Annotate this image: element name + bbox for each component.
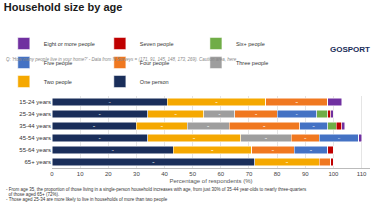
svg-text:40: 40 xyxy=(161,171,168,177)
svg-text:GOSPORT: GOSPORT xyxy=(330,45,370,54)
svg-text:25-34 years: 25-34 years xyxy=(19,111,51,117)
svg-text:Two people: Two people xyxy=(44,79,72,85)
svg-text:80: 80 xyxy=(274,171,281,177)
svg-text:60: 60 xyxy=(218,171,225,177)
svg-text:15-24 years: 15-24 years xyxy=(19,99,51,105)
svg-text:43: 43 xyxy=(111,149,113,151)
svg-text:34: 34 xyxy=(99,137,101,139)
svg-text:Household size by age: Household size by age xyxy=(4,1,123,13)
svg-text:28: 28 xyxy=(211,149,213,151)
svg-text:Eight or more people: Eight or more people xyxy=(44,41,95,47)
svg-text:11: 11 xyxy=(218,113,220,115)
svg-text:55-64 years: 55-64 years xyxy=(19,147,51,153)
svg-text:70: 70 xyxy=(246,171,253,177)
svg-text:Q: 'How many people live in yo: Q: 'How many people live in your home?' … xyxy=(6,57,237,62)
svg-text:34: 34 xyxy=(99,113,101,115)
svg-text:30: 30 xyxy=(133,171,140,177)
svg-text:Percentage of respondents (%): Percentage of respondents (%) xyxy=(169,178,252,184)
svg-text:110: 110 xyxy=(357,171,367,177)
svg-text:- Those aged 25-34 are more li: - Those aged 25-34 are more likely to li… xyxy=(6,197,168,202)
svg-text:45-54 years: 45-54 years xyxy=(19,135,51,141)
svg-text:23: 23 xyxy=(286,161,288,163)
svg-text:30: 30 xyxy=(93,125,95,127)
svg-text:of those aged 65+ (72%).: of those aged 65+ (72%). xyxy=(6,192,59,197)
svg-text:41: 41 xyxy=(109,101,111,103)
svg-text:20: 20 xyxy=(105,171,112,177)
svg-text:10: 10 xyxy=(304,137,306,139)
svg-text:10: 10 xyxy=(77,171,84,177)
svg-text:One person: One person xyxy=(140,79,169,85)
svg-text:Three people: Three people xyxy=(236,60,268,66)
svg-text:15: 15 xyxy=(272,149,274,151)
svg-text:100: 100 xyxy=(328,171,339,177)
svg-text:15: 15 xyxy=(207,125,209,127)
svg-text:18: 18 xyxy=(265,137,267,139)
svg-text:25: 25 xyxy=(263,125,265,127)
svg-text:12: 12 xyxy=(310,149,312,151)
svg-text:15: 15 xyxy=(255,113,257,115)
svg-text:Five people: Five people xyxy=(44,60,72,66)
svg-text:35: 35 xyxy=(216,101,218,103)
svg-text:35-44 years: 35-44 years xyxy=(19,123,51,129)
svg-text:Four people: Four people xyxy=(140,60,169,66)
svg-text:14: 14 xyxy=(296,113,298,115)
svg-text:50: 50 xyxy=(189,171,196,177)
svg-text:- From age 35, the proportion: - From age 35, the proportion of those l… xyxy=(6,187,307,192)
svg-text:14: 14 xyxy=(338,137,340,139)
svg-text:Seven people: Seven people xyxy=(140,41,174,47)
svg-text:72: 72 xyxy=(152,161,154,163)
svg-text:0: 0 xyxy=(50,171,54,177)
svg-text:20: 20 xyxy=(175,113,177,115)
svg-text:22: 22 xyxy=(296,101,298,103)
svg-text:18: 18 xyxy=(161,125,163,127)
svg-text:10: 10 xyxy=(313,125,315,127)
svg-text:65+ years: 65+ years xyxy=(24,159,51,165)
svg-text:Six+ people: Six+ people xyxy=(236,41,265,47)
svg-text:33: 33 xyxy=(193,137,195,139)
svg-text:90: 90 xyxy=(302,171,309,177)
